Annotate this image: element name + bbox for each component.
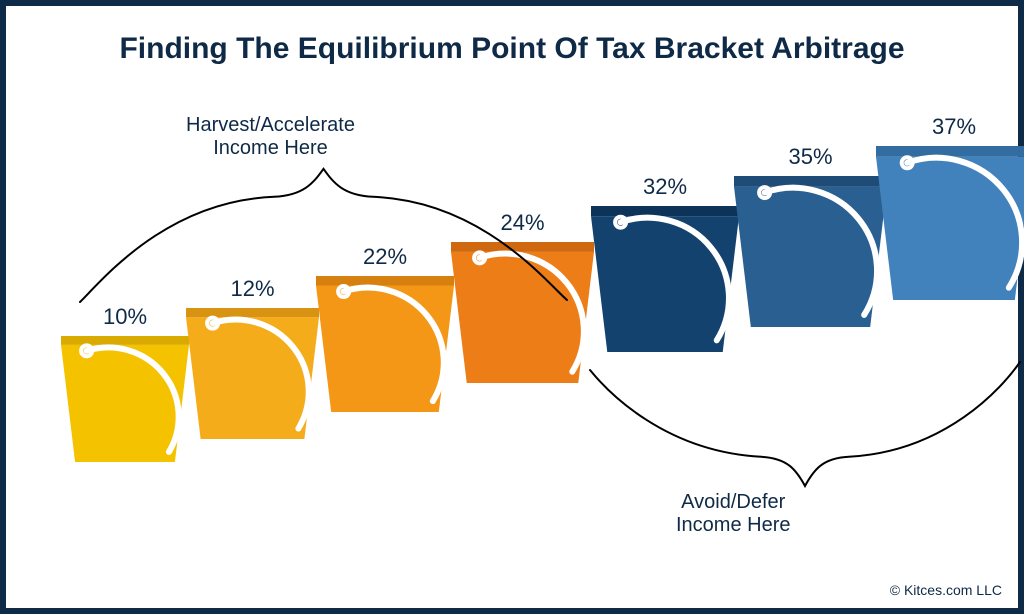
group-label-harvest: Harvest/AccelerateIncome Here [186,114,355,160]
bucket-label: 32% [643,174,687,200]
bucket-icon [186,308,319,439]
group-label-line: Avoid/Defer [681,491,785,513]
group-label-line: Income Here [213,137,328,159]
brace-icon [76,166,571,306]
bucket-32: 32% [591,206,739,352]
page-title: Finding The Equilibrium Point Of Tax Bra… [6,32,1018,66]
bucket-label: 35% [788,144,832,170]
bucket-12: 12% [186,308,319,439]
group-label-defer: Avoid/DeferIncome Here [676,491,791,537]
group-label-line: Harvest/Accelerate [186,114,355,136]
bucket-icon [591,206,739,352]
bucket-label: 10% [103,304,147,330]
infographic-frame: Finding The Equilibrium Point Of Tax Bra… [0,0,1024,614]
attribution-text: © Kitces.com LLC [890,582,1002,598]
bucket-label: 37% [932,114,976,140]
bucket-icon [61,336,189,462]
brace-icon [586,358,1024,488]
bucket-icon [876,146,1024,300]
bucket-35: 35% [734,176,887,327]
bucket-10: 10% [61,336,189,462]
bucket-37: 37% [876,146,1024,300]
group-label-line: Income Here [676,514,791,536]
bucket-icon [734,176,887,327]
